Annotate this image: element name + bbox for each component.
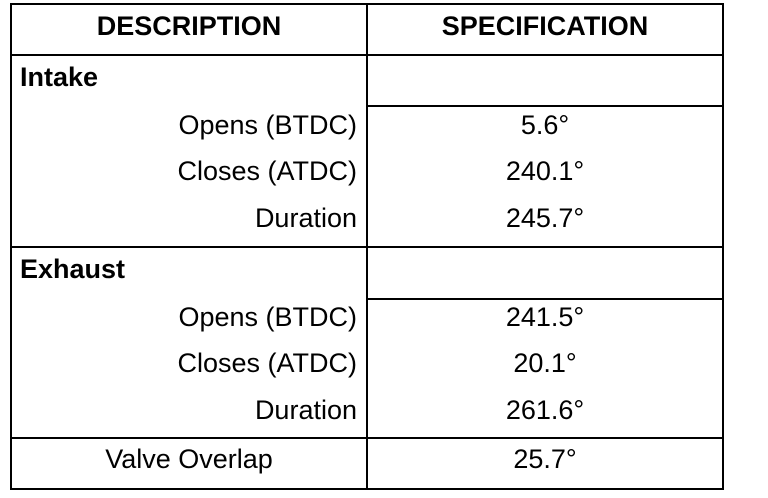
row-label: Closes (ATDC) <box>177 156 357 186</box>
row-value: 20.1° <box>513 348 576 378</box>
row-value: 240.1° <box>506 156 584 186</box>
row-value: 261.6° <box>506 395 584 425</box>
row-value: 5.6° <box>521 110 569 140</box>
row-value: 245.7° <box>506 203 584 233</box>
row-label: Duration <box>255 203 357 233</box>
footer-label: Valve Overlap <box>105 444 273 474</box>
footer-value: 25.7° <box>513 444 576 474</box>
section-title: Exhaust <box>20 254 125 284</box>
section-title: Intake <box>20 62 98 92</box>
row-label: Closes (ATDC) <box>177 348 357 378</box>
row-label: Opens (BTDC) <box>178 302 357 332</box>
header-cell: DESCRIPTION <box>97 11 282 41</box>
row-label: Duration <box>255 395 357 425</box>
row-label: Opens (BTDC) <box>178 110 357 140</box>
header-cell: SPECIFICATION <box>442 11 649 41</box>
row-value: 241.5° <box>506 302 584 332</box>
